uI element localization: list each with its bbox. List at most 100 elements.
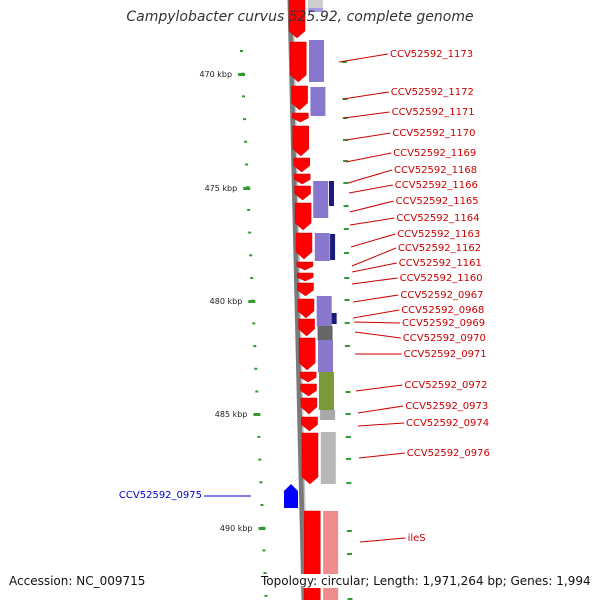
feature-marker — [345, 413, 351, 415]
gene-label: CCV52592_0969 — [402, 318, 485, 329]
forward-gene — [291, 85, 308, 111]
minor-tick — [264, 594, 268, 597]
gene-label: CCV52592_1161 — [399, 258, 482, 269]
cog-block — [308, 8, 324, 12]
forward-gene — [301, 432, 319, 485]
forward-gene — [296, 272, 314, 282]
forward-gene — [288, 0, 306, 39]
minor-tick — [249, 254, 253, 257]
minor-tick — [255, 390, 259, 393]
gene-label: CCV52592_1168 — [394, 165, 477, 176]
label-leader-line — [359, 537, 406, 543]
feature-marker — [342, 61, 348, 63]
label-leader-line — [357, 405, 404, 414]
cog-highlight — [330, 234, 336, 260]
forward-gene — [300, 397, 318, 415]
minor-tick — [258, 458, 262, 461]
forward-gene — [296, 261, 314, 271]
gene-label: CCV52592_1162 — [398, 243, 481, 254]
cog-block — [318, 340, 333, 372]
forward-gene — [300, 383, 317, 397]
forward-gene — [298, 337, 316, 371]
feature-marker — [345, 436, 351, 438]
feature-marker — [344, 299, 350, 301]
label-leader-line — [358, 452, 405, 459]
gene-label: ileS — [408, 533, 426, 544]
minor-tick — [244, 140, 248, 143]
gene-label: CCV52592_0971 — [404, 349, 487, 360]
major-tick — [243, 187, 251, 190]
feature-marker — [343, 160, 349, 162]
label-leader-line — [350, 233, 396, 248]
kbp-label: 475 kbp — [205, 184, 238, 193]
forward-gene — [294, 185, 311, 201]
accession-text: Accession: NC_009715 — [9, 574, 146, 588]
label-leader-line — [354, 331, 401, 339]
forward-gene — [297, 282, 314, 297]
cog-block — [307, 0, 323, 8]
label-leader-line — [338, 53, 389, 63]
minor-tick — [247, 208, 251, 211]
minor-tick — [260, 504, 264, 506]
gene-label: CCV52592_1165 — [396, 196, 479, 207]
gene-label: CCV52592_1160 — [400, 273, 483, 284]
gene-label: CCV52592_0973 — [405, 401, 488, 412]
forward-gene — [297, 298, 315, 319]
minor-tick — [248, 231, 252, 234]
label-leader-line — [345, 152, 392, 163]
minor-tick — [254, 367, 258, 370]
feature-marker — [343, 228, 349, 230]
minor-tick — [252, 322, 256, 325]
feature-marker — [346, 482, 352, 484]
label-leader-line — [351, 277, 398, 285]
label-leader-line — [351, 262, 397, 273]
label-leader-line — [347, 169, 393, 184]
gene-label: CCV52592_1172 — [391, 87, 474, 98]
label-leader-line — [352, 294, 399, 303]
minor-tick — [253, 345, 257, 348]
forward-gene — [294, 202, 312, 231]
feature-marker — [343, 205, 349, 207]
map-title: Campylobacter curvus 525.92, complete ge… — [126, 9, 474, 25]
forward-gene — [290, 41, 307, 83]
label-leader-line — [343, 111, 390, 119]
feature-marker — [347, 598, 353, 600]
minor-tick — [245, 163, 249, 166]
forward-gene — [293, 173, 311, 185]
major-tick — [253, 413, 261, 416]
gene-label: CCV52592_0967 — [400, 290, 483, 301]
cog-block — [320, 410, 336, 420]
feature-marker — [344, 322, 350, 324]
minor-tick — [262, 549, 266, 552]
label-leader-line — [357, 422, 405, 427]
minor-tick — [263, 572, 267, 575]
gene-label: CCV52592_0976 — [407, 448, 490, 459]
feature-marker — [344, 277, 350, 279]
feature-marker — [346, 458, 352, 460]
gene-labels: CCV52592_1173 CCV52592_1172 CCV52592_1171 C… — [119, 49, 490, 544]
major-tick — [258, 527, 266, 530]
label-leader-line — [349, 200, 394, 213]
kbp-label: 485 kbp — [215, 410, 248, 419]
ruler-ticks — [238, 50, 353, 600]
cog-block — [317, 326, 333, 340]
gene-label: CCV52592_0974 — [406, 418, 489, 429]
forward-gene — [299, 371, 317, 383]
kbp-label: 480 kbp — [210, 297, 243, 306]
gene-label: CCV52592_0970 — [403, 333, 486, 344]
gene-label: CCV52592_1166 — [395, 180, 478, 191]
label-leader-line — [351, 247, 397, 267]
gene-label: CCV52592_1163 — [397, 229, 480, 240]
cog-block — [309, 40, 324, 82]
label-leader-line — [345, 132, 391, 141]
major-tick — [238, 73, 246, 76]
gene-label: CCV52592_1164 — [396, 213, 479, 224]
cog-block — [310, 87, 326, 116]
label-leader-line — [352, 309, 400, 319]
label-leader-line — [349, 217, 395, 226]
label-leader-line — [342, 91, 389, 100]
cog-block — [314, 233, 330, 261]
feature-marker — [343, 182, 349, 184]
forward-gene — [292, 125, 310, 157]
